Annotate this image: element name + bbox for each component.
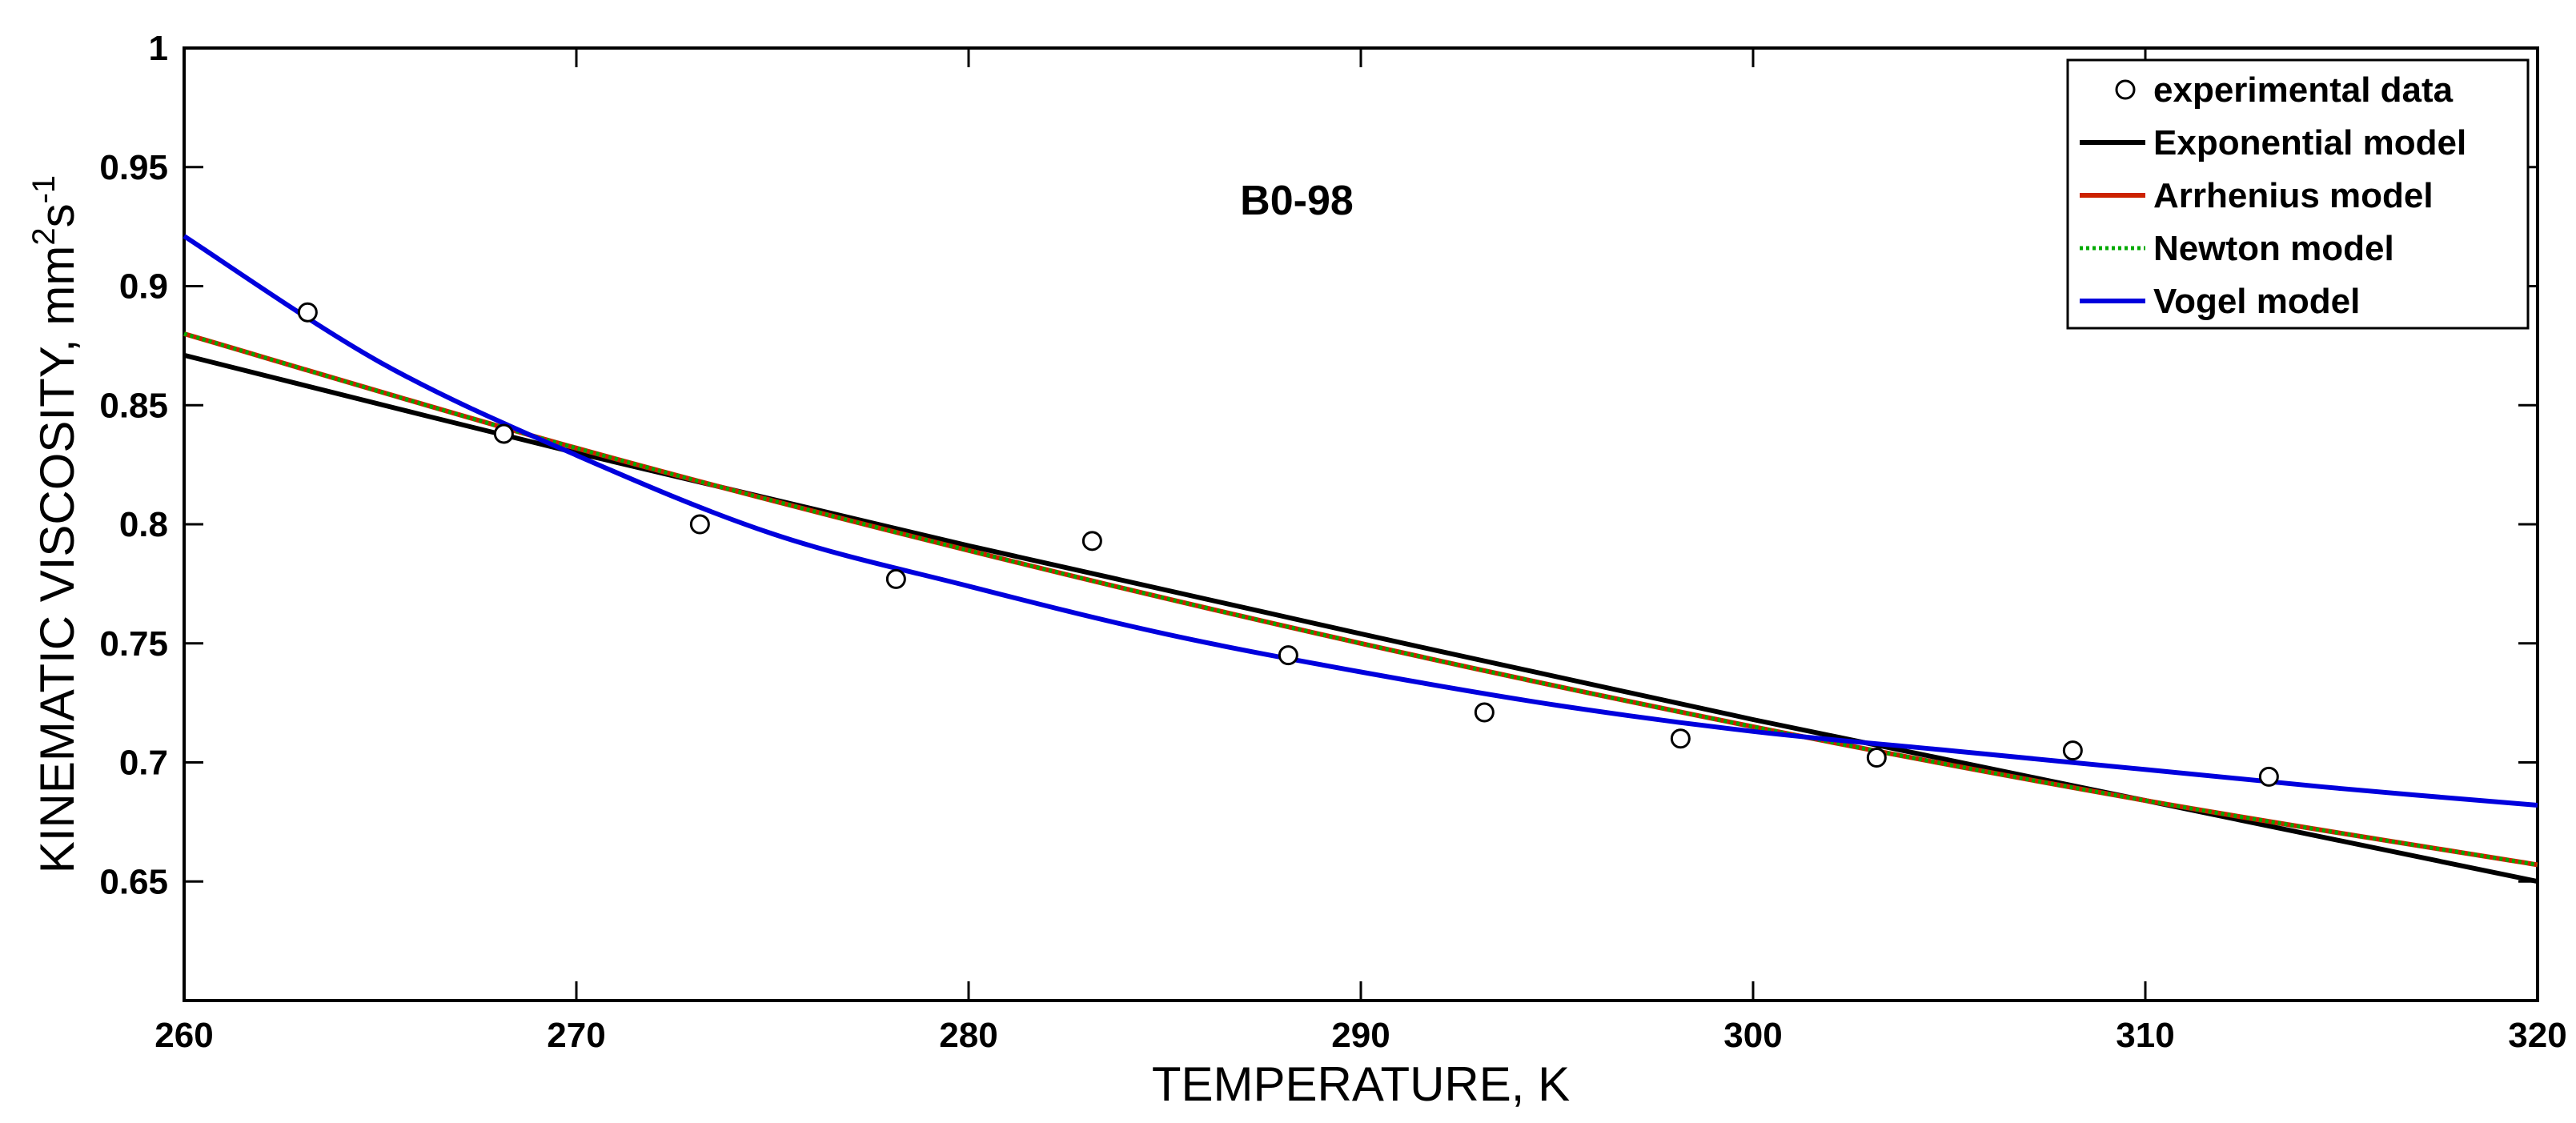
experimental-data-point xyxy=(885,568,906,589)
x-tick-label: 310 xyxy=(2116,1016,2174,1055)
experimental-data-point xyxy=(1081,531,1102,551)
x-tick-label: 280 xyxy=(939,1016,997,1055)
legend-label-exponential: Exponential model xyxy=(2153,123,2466,162)
series-vogel-model xyxy=(183,234,2538,808)
y-tick-label: 1 xyxy=(149,29,168,68)
experimental-data-point xyxy=(493,423,514,444)
experimental-points xyxy=(297,302,2279,787)
legend: experimental data Exponential model Arrh… xyxy=(2066,58,2530,330)
legend-label-vogel: Vogel model xyxy=(2153,282,2360,321)
y-tick-label: 0.9 xyxy=(119,267,168,307)
experimental-data-point xyxy=(2258,766,2279,787)
experimental-data-point xyxy=(1474,702,1495,723)
series-newton-model xyxy=(183,331,2538,867)
x-tick-label: 320 xyxy=(2508,1016,2566,1055)
y-tick-label: 0.85 xyxy=(99,386,168,425)
y-tick-label: 0.65 xyxy=(99,862,168,901)
experimental-data-point xyxy=(2062,740,2083,761)
experimental-data-point xyxy=(297,302,318,323)
legend-label-arrhenius: Arrhenius model xyxy=(2153,176,2434,215)
x-tick-label: 300 xyxy=(1723,1016,1782,1055)
experimental-data-point xyxy=(1670,728,1691,749)
x-tick-label: 270 xyxy=(547,1016,605,1055)
y-axis-title-sup1: 2 xyxy=(26,227,62,245)
y-axis-title-base: KINEMATIC VISCOSITY, mm xyxy=(30,246,84,874)
axis-ticks: 260 270 280 290 300 310 320 0.65 0.7 0.75 0.8 0.85 0… xyxy=(99,29,2566,1055)
y-axis-title-mid: s xyxy=(30,203,84,227)
legend-label-newton: Newton model xyxy=(2153,229,2394,268)
y-tick-label: 0.75 xyxy=(99,624,168,664)
x-tick-label: 290 xyxy=(1331,1016,1390,1055)
y-axis-title: KINEMATIC VISCOSITY, mm2s-1 xyxy=(26,175,84,873)
experimental-data-point xyxy=(1278,645,1298,666)
legend-label-experimental: experimental data xyxy=(2153,70,2454,110)
legend-marker-experimental xyxy=(2115,79,2136,100)
x-axis-title: TEMPERATURE, K xyxy=(1152,1057,1570,1111)
experimental-data-point xyxy=(1866,748,1887,768)
y-tick-label: 0.7 xyxy=(119,744,168,783)
experimental-data-point xyxy=(689,514,710,535)
y-tick-label: 0.95 xyxy=(99,148,168,187)
x-tick-label: 260 xyxy=(154,1016,213,1055)
y-tick-label: 0.8 xyxy=(119,505,168,544)
y-axis-title-sup2: -1 xyxy=(26,175,62,204)
chart-annotation: B0-98 xyxy=(1240,178,1354,224)
series-curves xyxy=(183,234,2538,884)
